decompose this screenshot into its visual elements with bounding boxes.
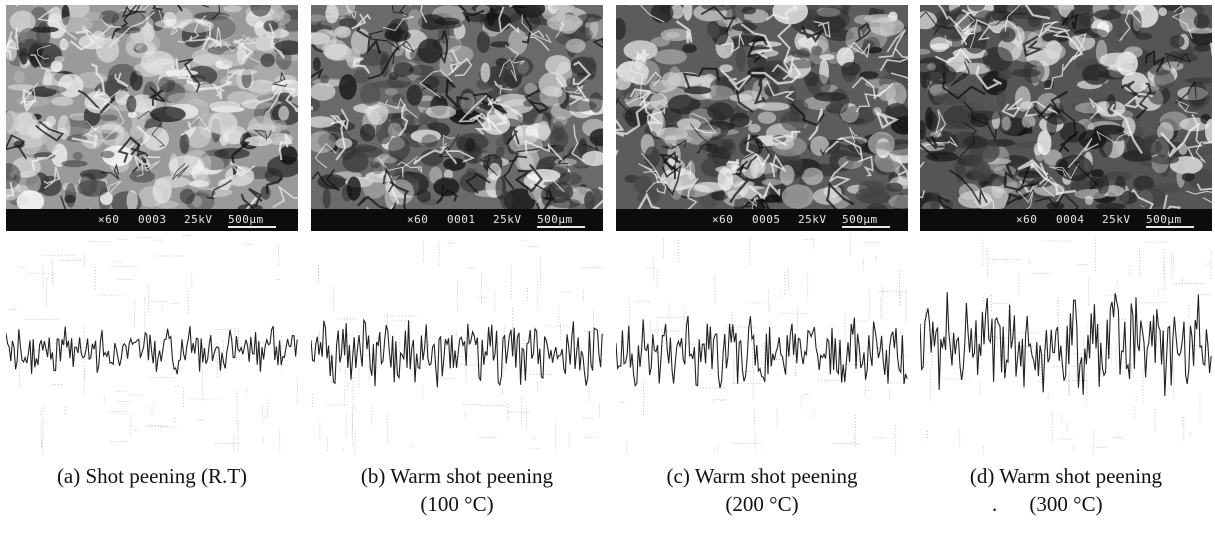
- figure-panel-a: ×60 0003 25kV 500μm (a) Shot peening (R.…: [6, 0, 298, 534]
- panel-caption: (c) Warm shot peening (200 °C): [616, 462, 908, 518]
- sem-micrograph: ×60 0004 25kV 500μm: [920, 5, 1212, 231]
- sem-micrograph: ×60 0003 25kV 500μm: [6, 5, 298, 231]
- caption-line-2: (100 °C): [420, 492, 494, 516]
- scale-bar: [228, 226, 276, 228]
- roughness-profile: [616, 236, 908, 453]
- scale-label: 500μm: [842, 213, 878, 226]
- voltage-label: 25kV: [493, 213, 522, 226]
- caption-line-1: (b) Warm shot peening: [360, 464, 554, 488]
- sem-micrograph: ×60 0001 25kV 500μm: [311, 5, 603, 231]
- figure-panel-d: ×60 0004 25kV 500μm (d) Warm shot peenin…: [920, 0, 1212, 534]
- photo-number: 0005: [752, 213, 781, 226]
- caption-line-1: (a) Shot peening (R.T): [56, 464, 248, 488]
- photo-number: 0004: [1056, 213, 1085, 226]
- sem-data-bar: ×60 0004 25kV 500μm: [920, 209, 1212, 231]
- magnification-label: ×60: [98, 213, 120, 226]
- sem-data-bar: ×60 0005 25kV 500μm: [616, 209, 908, 231]
- sem-surface-texture: [616, 5, 908, 209]
- sem-data-bar: ×60 0001 25kV 500μm: [311, 209, 603, 231]
- voltage-label: 25kV: [184, 213, 213, 226]
- caption-leading-mark: .: [992, 492, 998, 516]
- panel-caption: (b) Warm shot peening (100 °C): [311, 462, 603, 518]
- roughness-profile: [6, 235, 298, 453]
- scale-bar: [842, 226, 890, 228]
- figure-panel-b: ×60 0001 25kV 500μm (b) Warm shot peenin…: [311, 0, 603, 534]
- caption-line-1: (c) Warm shot peening: [666, 464, 858, 488]
- caption-line-2: . (300 °C): [920, 490, 1212, 518]
- sem-micrograph: ×60 0005 25kV 500μm: [616, 5, 908, 231]
- roughness-profile: [311, 239, 603, 453]
- voltage-label: 25kV: [1102, 213, 1131, 226]
- magnification-label: ×60: [407, 213, 429, 226]
- magnification-label: ×60: [1016, 213, 1038, 226]
- sem-surface-texture: [6, 5, 298, 209]
- scale-label: 500μm: [1146, 213, 1182, 226]
- sem-data-bar: ×60 0003 25kV 500μm: [6, 209, 298, 231]
- sem-surface-texture: [311, 5, 603, 209]
- magnification-label: ×60: [712, 213, 734, 226]
- caption-line-2: (200 °C): [725, 492, 799, 516]
- voltage-label: 25kV: [798, 213, 827, 226]
- scale-bar: [1146, 226, 1194, 228]
- caption-line-1: (d) Warm shot peening: [969, 464, 1163, 488]
- scale-label: 500μm: [228, 213, 264, 226]
- roughness-profile: [920, 236, 1212, 453]
- sem-surface-texture: [920, 5, 1212, 209]
- scale-label: 500μm: [537, 213, 573, 226]
- panel-caption: (d) Warm shot peening . (300 °C): [920, 462, 1212, 518]
- scale-bar: [537, 226, 585, 228]
- caption-line-2-text: (300 °C): [1029, 492, 1103, 516]
- panel-caption: (a) Shot peening (R.T): [6, 462, 298, 490]
- photo-number: 0001: [447, 213, 476, 226]
- figure-panel-c: ×60 0005 25kV 500μm (c) Warm shot peenin…: [616, 0, 908, 534]
- photo-number: 0003: [138, 213, 167, 226]
